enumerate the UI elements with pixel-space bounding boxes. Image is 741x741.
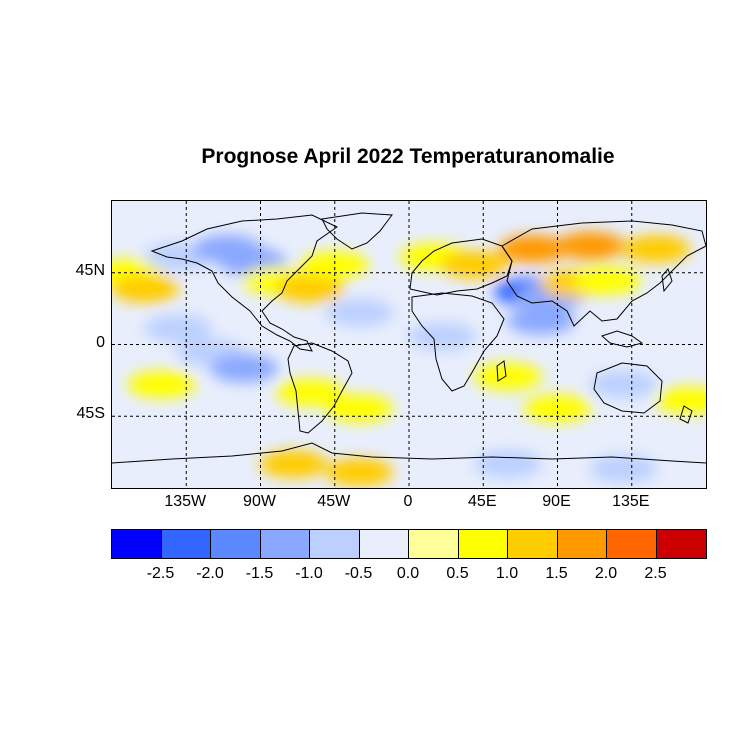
colorbar-tick-label: 0.0	[396, 565, 420, 582]
lon-label: 45E	[468, 493, 497, 510]
colorbar-swatch	[409, 530, 459, 558]
colorbar-swatch	[607, 530, 657, 558]
anomaly-field	[112, 231, 706, 487]
anomaly-cell-17	[498, 234, 567, 263]
lon-label: 90E	[542, 493, 571, 510]
anomaly-cell-18	[556, 231, 625, 260]
colorbar-tick-label: 2.5	[644, 565, 667, 582]
anomaly-cell-8	[325, 298, 394, 327]
colorbar-swatch	[161, 530, 211, 558]
anomaly-cell-9	[144, 314, 212, 343]
colorbar-swatch	[458, 530, 508, 558]
anomaly-cell-6	[276, 274, 344, 303]
lon-label: 135W	[164, 493, 207, 510]
lon-label: 90W	[243, 493, 276, 510]
colorbar-swatch	[508, 530, 558, 558]
lat-label: 45N	[75, 261, 105, 279]
anomaly-cell-19	[622, 234, 691, 263]
anomaly-cell-23	[573, 266, 641, 295]
anomaly-cell-27	[589, 370, 658, 399]
anomaly-cell-32	[474, 450, 542, 479]
colorbar-tick-label: -2.0	[196, 565, 224, 582]
anomaly-cell-14	[325, 394, 394, 423]
colorbar-tick-label: 1.0	[495, 565, 519, 582]
lat-label: 0	[96, 333, 105, 351]
anomaly-cell-1	[112, 274, 179, 303]
colorbar-swatch	[112, 530, 162, 558]
lon-label: 0	[403, 493, 413, 510]
anomaly-cell-26	[474, 362, 542, 391]
colorbar-tick-label: -0.5	[344, 565, 373, 582]
anomaly-cell-12	[127, 370, 196, 399]
anomaly-cell-28	[655, 386, 706, 415]
anomaly-map	[111, 200, 707, 489]
colorbar-tick-label: 1.5	[545, 565, 568, 582]
map-canvas	[112, 201, 706, 488]
colorbar-swatch	[656, 530, 706, 558]
graticule	[112, 201, 706, 488]
colorbar-tick-label: -1.5	[245, 565, 274, 582]
colorbar-swatch	[260, 530, 310, 558]
colorbar-tick-label: 0.5	[446, 565, 469, 582]
colorbar-swatch	[557, 530, 607, 558]
anomaly-cell-33	[589, 454, 658, 483]
lat-label: 45S	[76, 405, 105, 423]
lon-label: 45W	[317, 493, 351, 510]
anomaly-cell-7	[300, 250, 369, 279]
colorbar-swatch	[310, 530, 360, 558]
anomaly-cell-30	[259, 450, 328, 479]
colorbar	[111, 529, 707, 559]
colorbar-tick-label: 2.0	[594, 565, 618, 582]
anomaly-cell-24	[507, 306, 575, 335]
anomaly-cell-13	[276, 378, 344, 407]
coastlines	[112, 212, 706, 464]
anomaly-cell-11	[210, 354, 278, 383]
lon-label: 135E	[612, 493, 650, 510]
colorbar-tick-label: -1.0	[295, 565, 323, 582]
anomaly-cell-31	[325, 458, 394, 487]
colorbar-tick-label: -2.5	[146, 565, 175, 582]
anomaly-cell-16	[441, 250, 509, 279]
colorbar-swatch	[211, 530, 261, 558]
anomaly-cell-25	[408, 322, 476, 351]
colorbar-swatch	[359, 530, 409, 558]
map-title: Prognose April 2022 Temperaturanomalie	[201, 145, 615, 168]
anomaly-cell-29	[523, 394, 592, 423]
